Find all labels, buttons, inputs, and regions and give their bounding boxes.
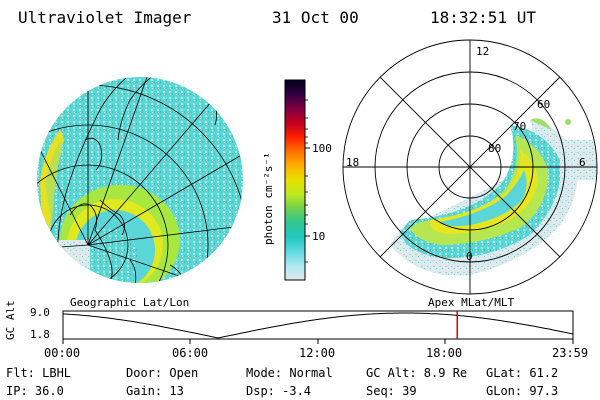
gain-info: Gain: 13	[126, 384, 184, 398]
timeline-xtick-1800: 18:00	[426, 346, 463, 360]
left-panel-label: Geographic Lat/Lon	[70, 296, 190, 309]
mlat-label-80: 80	[488, 142, 502, 155]
glon-info: GLon: 97.3	[486, 384, 559, 398]
right-panel-label: Apex MLat/MLT	[428, 296, 515, 309]
glat-info: GLat: 61.2	[486, 366, 559, 380]
ip-info: IP: 36.0	[6, 384, 64, 398]
mlt-label-12: 12	[476, 45, 490, 58]
dsp-info: Dsp: -3.4	[246, 384, 312, 398]
filter-info: Flt: LBHL	[6, 366, 72, 380]
timeline-axis-label: GC Alt	[4, 300, 17, 340]
geographic-image	[37, 77, 243, 283]
mlat-label-60: 60	[537, 98, 551, 111]
seq-info: Seq: 39	[366, 384, 417, 398]
mlt-label-18: 18	[346, 156, 360, 169]
colorbar-tick-10: 10	[312, 230, 326, 243]
colorbar-unit-label: photon cm⁻²s⁻¹	[262, 152, 275, 245]
timeline-plot	[62, 310, 574, 344]
observation-time: 18:32:51 UT	[430, 8, 536, 27]
mlt-label-0: 0	[466, 250, 473, 263]
mlat-label-70: 70	[513, 120, 527, 133]
mlt-label-6: 6	[579, 156, 586, 169]
observation-date: 31 Oct 00	[272, 8, 359, 27]
colorbar-tick-100: 100	[312, 142, 332, 155]
door-info: Door: Open	[126, 366, 199, 380]
mode-info: Mode: Normal	[246, 366, 333, 380]
timeline-xtick-0600: 06:00	[172, 346, 209, 360]
timeline-xtick-1200: 12:00	[299, 346, 336, 360]
colorbar	[284, 79, 310, 281]
timeline-xtick-2359: 23:59	[552, 346, 589, 360]
timeline-ytick-top: 9.0	[30, 306, 50, 319]
timeline-xtick-0000: 00:00	[44, 346, 81, 360]
app-title: Ultraviolet Imager	[18, 8, 192, 27]
magnetic-image	[342, 39, 598, 295]
timeline-ytick-bottom: 1.8	[30, 328, 50, 341]
gc-alt-info: GC Alt: 8.9 Re	[366, 366, 468, 380]
